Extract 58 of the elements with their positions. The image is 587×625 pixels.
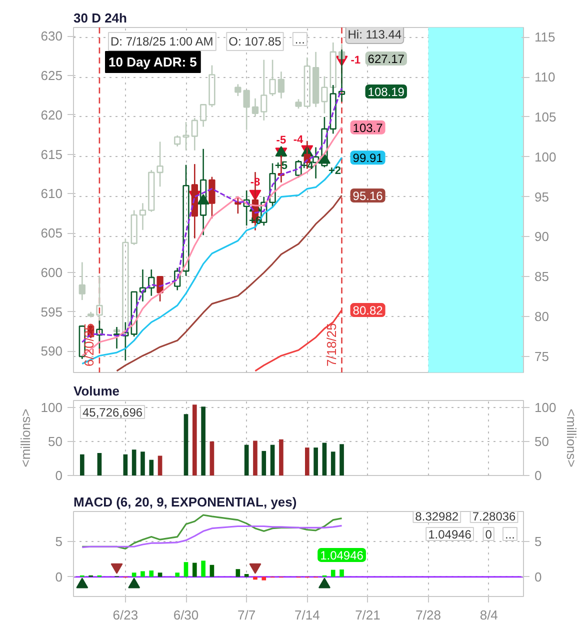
annotation: -5: [276, 134, 286, 146]
annotation: D: 7/18/25 1:00 AM: [110, 34, 214, 48]
y-tick-label: 0: [55, 468, 63, 483]
y-tick-label: 85: [534, 269, 549, 284]
annotation: O: 107.85: [228, 34, 282, 48]
data-label: 1.04946: [320, 548, 364, 562]
annotation: +6: [248, 214, 262, 227]
annotation: -1: [350, 54, 361, 66]
y2-tick-label: 615: [40, 146, 63, 162]
y2-axis-title: <millions>: [564, 408, 580, 468]
y-tick-label: 75: [534, 349, 549, 364]
x-tick-label: 7/7: [238, 608, 256, 622]
x-tick-label: 7/14: [294, 608, 320, 622]
y-axis-title: <millions>: [18, 408, 33, 468]
annotation: ...: [504, 528, 515, 542]
text: 627.17: [368, 52, 404, 66]
data-label: 99.91: [352, 151, 384, 166]
annotation: 0: [485, 528, 492, 542]
annotation: 1.04946: [428, 528, 472, 542]
y2-tick-label: 630: [40, 28, 63, 44]
annotation: ...: [294, 32, 305, 46]
data-label: 103.7: [352, 120, 384, 135]
y-tick-label: 5: [55, 534, 63, 550]
y-tick-label: 95: [534, 189, 549, 204]
x-tick-label: 6/30: [173, 608, 199, 622]
y-tick-label: 90: [534, 229, 549, 244]
x-tick-label: 6/23: [112, 608, 138, 622]
x-tick-label: 7/21: [355, 608, 380, 622]
y-tick-label: 100: [40, 400, 63, 415]
y2-tick-label: 620: [40, 107, 63, 122]
text: 10 Day ADR: 5: [108, 54, 197, 70]
annotation: 7.28036: [472, 510, 516, 524]
y-tick-label: 115: [534, 30, 556, 45]
y-tick-label: 110: [534, 70, 556, 85]
y-tick-label: 105: [534, 109, 556, 124]
chart-title: MACD (6, 20, 9, EXPONENTIAL, yes): [74, 494, 297, 510]
data-label: 80.82: [352, 304, 384, 318]
annotation: -4: [293, 134, 304, 146]
annotation: 8.32982: [415, 510, 459, 524]
annotation: Hi: 113.44: [348, 28, 402, 42]
annotation: 45,726,696: [82, 406, 143, 420]
y2-tick-label: 625: [40, 68, 63, 84]
x-tick-label: 8/4: [480, 608, 498, 622]
y-tick-label: 50: [48, 434, 63, 449]
y2-tick-label: 600: [40, 264, 63, 280]
y2-tick-label: 595: [40, 304, 63, 320]
y2-tick-label: 610: [40, 186, 63, 202]
text: 108.19: [368, 84, 404, 99]
chart-title: Volume: [74, 384, 120, 398]
ref-line-label: 7/18/25: [324, 323, 339, 366]
chart-title: 30 D 24h: [74, 10, 128, 26]
data-label: 95.16: [352, 189, 384, 204]
y2-tick-label: 590: [40, 344, 63, 359]
y-tick-label: 100: [534, 149, 556, 164]
y-tick-label: 80: [534, 309, 549, 324]
y-tick-label: 0: [55, 569, 63, 584]
x-tick-label: 7/28: [416, 608, 441, 622]
y2-tick-label: 605: [40, 226, 63, 241]
